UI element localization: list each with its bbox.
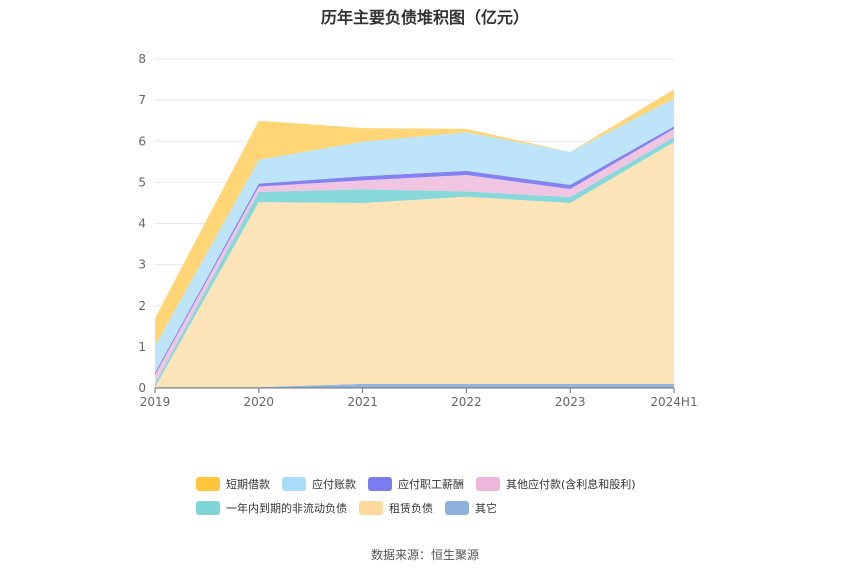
legend-label: 其它: [475, 502, 497, 515]
data-source-note: 数据来源：恒生聚源: [370, 548, 479, 562]
legend-item-lease-liabilities[interactable]: 租赁负债: [359, 500, 433, 516]
series-area: [155, 383, 674, 388]
series-area: [155, 126, 674, 375]
legend-label: 短期借款: [226, 478, 270, 491]
legend-item-current-noncurrent-liabilities[interactable]: 一年内到期的非流动负债: [196, 500, 347, 516]
series-area: [155, 137, 674, 388]
legend-swatch: [282, 477, 306, 491]
legend: 短期借款 应付账款 应付职工薪酬 其他应付款(含利息和股利) 一年内到期的非流动…: [196, 472, 696, 520]
y-tick-label: 2: [138, 299, 146, 313]
x-tick-label: 2019: [140, 395, 171, 409]
legend-label: 应付账款: [312, 478, 356, 491]
legend-swatch: [476, 477, 500, 491]
legend-swatch: [196, 501, 220, 515]
legend-label: 应付职工薪酬: [398, 478, 464, 491]
y-tick-label: 6: [138, 134, 146, 148]
legend-swatch: [445, 501, 469, 515]
y-tick-label: 3: [138, 258, 146, 272]
legend-item-accounts-payable[interactable]: 应付账款: [282, 476, 356, 492]
legend-swatch: [196, 477, 220, 491]
y-tick-label: 1: [138, 340, 146, 354]
series-area: [155, 142, 674, 388]
x-tick-label: 2020: [244, 395, 275, 409]
legend-label: 一年内到期的非流动负债: [226, 502, 347, 515]
y-tick-label: 5: [138, 175, 146, 189]
legend-swatch: [368, 477, 392, 491]
legend-row-1: 短期借款 应付账款 应付职工薪酬 其他应付款(含利息和股利): [196, 472, 696, 496]
chart-title: 历年主要负债堆积图（亿元）: [320, 8, 529, 27]
series-area: [155, 98, 674, 373]
series-area: [155, 89, 674, 347]
legend-item-other-payables[interactable]: 其他应付款(含利息和股利): [476, 476, 636, 492]
legend-label: 租赁负债: [389, 502, 433, 515]
x-tick-label: 2021: [347, 395, 378, 409]
legend-swatch: [359, 501, 383, 515]
legend-label: 其他应付款(含利息和股利): [506, 478, 636, 491]
x-tick-label: 2023: [555, 395, 586, 409]
series-area: [155, 128, 674, 384]
legend-item-employee-payable[interactable]: 应付职工薪酬: [368, 476, 464, 492]
y-tick-label: 4: [138, 217, 146, 231]
y-tick-label: 7: [138, 93, 146, 107]
x-tick-label: 2024H1: [650, 395, 697, 409]
y-tick-label: 8: [138, 52, 146, 66]
legend-item-short-term-borrowing[interactable]: 短期借款: [196, 476, 270, 492]
legend-row-2: 一年内到期的非流动负债 租赁负债 其它: [196, 496, 696, 520]
x-tick-label: 2022: [451, 395, 482, 409]
legend-item-other[interactable]: 其它: [445, 500, 497, 516]
y-tick-label: 0: [138, 381, 146, 395]
